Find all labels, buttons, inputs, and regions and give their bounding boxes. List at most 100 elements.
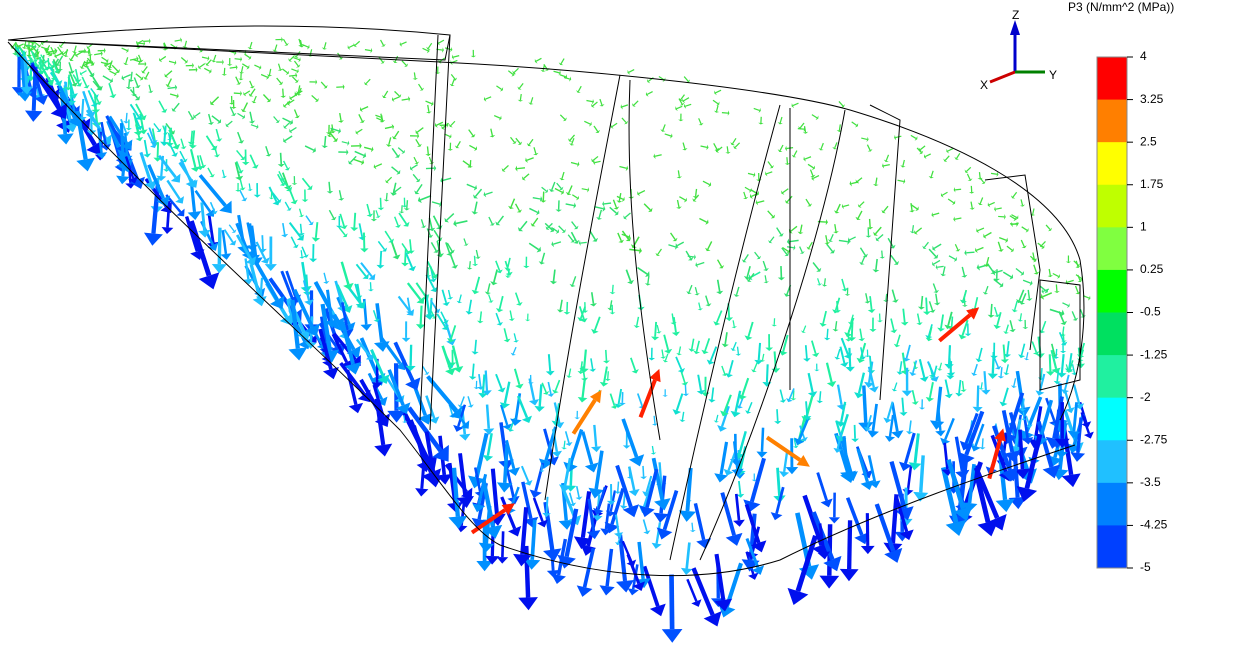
vector-shaft bbox=[732, 341, 737, 350]
vector-shaft bbox=[1013, 378, 1017, 387]
vector-shaft bbox=[704, 338, 711, 352]
vector-shaft bbox=[358, 113, 363, 122]
vector-shaft bbox=[925, 153, 931, 158]
vector-head bbox=[551, 241, 555, 248]
vector-shaft bbox=[751, 526, 761, 554]
vector-head bbox=[387, 410, 406, 423]
vector-head bbox=[100, 50, 103, 57]
vector-shaft bbox=[168, 142, 176, 155]
vector-head bbox=[660, 356, 667, 359]
vector-shaft bbox=[255, 241, 267, 261]
vector-shaft bbox=[947, 198, 955, 204]
vector-shaft bbox=[475, 249, 479, 258]
vector-shaft bbox=[875, 177, 878, 185]
vector-shaft bbox=[1005, 364, 1009, 374]
vector-shaft bbox=[782, 246, 789, 252]
vector-head bbox=[714, 473, 728, 483]
vector-head bbox=[609, 292, 616, 295]
vector-shaft bbox=[209, 201, 216, 213]
vector-head bbox=[563, 311, 571, 315]
vector-shaft bbox=[575, 486, 580, 498]
vector-shaft bbox=[920, 295, 924, 308]
vector-shaft bbox=[875, 258, 878, 270]
vector-head bbox=[393, 189, 397, 195]
vector-shaft bbox=[686, 578, 698, 602]
vector-head bbox=[166, 138, 173, 141]
vector-head bbox=[45, 52, 52, 56]
edge bbox=[699, 104, 901, 561]
vector-head bbox=[91, 109, 101, 114]
vector-head bbox=[240, 108, 247, 113]
vector-shaft bbox=[549, 541, 555, 571]
vector-head bbox=[916, 322, 923, 326]
vector-shaft bbox=[180, 57, 187, 63]
vector-head bbox=[1010, 195, 1016, 199]
vector-head bbox=[569, 76, 572, 82]
vector-shaft bbox=[842, 436, 850, 473]
vector-head bbox=[286, 207, 292, 211]
vector-shaft bbox=[156, 142, 160, 158]
vector-head bbox=[459, 433, 471, 441]
vector-shaft bbox=[896, 334, 901, 345]
vector-head bbox=[76, 157, 95, 172]
vector-shaft bbox=[426, 260, 436, 276]
vector-head bbox=[207, 121, 215, 125]
vector-head bbox=[516, 302, 523, 306]
vector-head bbox=[605, 510, 616, 517]
vector-head bbox=[323, 280, 330, 284]
vector-shaft bbox=[57, 55, 64, 65]
vector-shaft bbox=[330, 127, 340, 132]
vector-shaft bbox=[290, 126, 297, 132]
vector-shaft bbox=[413, 156, 418, 163]
vector-head bbox=[415, 324, 426, 330]
vector-head bbox=[344, 361, 362, 375]
vector-head bbox=[33, 43, 37, 50]
vector-shaft bbox=[1072, 384, 1081, 405]
vector-shaft bbox=[217, 227, 222, 265]
vector-shaft bbox=[1055, 348, 1058, 357]
vector-head bbox=[34, 94, 49, 105]
vector-shaft bbox=[244, 53, 251, 59]
vector-head bbox=[803, 126, 806, 132]
vector-head bbox=[1055, 450, 1068, 459]
vector-head bbox=[548, 188, 555, 192]
vector-shaft bbox=[617, 388, 623, 405]
vector-shaft bbox=[405, 252, 413, 268]
vector-head bbox=[484, 291, 491, 295]
vector-head bbox=[928, 373, 936, 378]
vector-head bbox=[412, 78, 418, 80]
vector-head bbox=[546, 570, 560, 578]
vector-head bbox=[545, 226, 550, 231]
vector-head bbox=[913, 491, 929, 502]
vector-shaft bbox=[253, 95, 257, 103]
vector-head bbox=[28, 47, 33, 52]
vector-shaft bbox=[760, 427, 765, 452]
vector-head bbox=[784, 163, 791, 165]
vector-head bbox=[781, 190, 785, 195]
vector-head bbox=[693, 254, 696, 260]
vector-shaft bbox=[825, 362, 833, 383]
vector-shaft bbox=[328, 181, 331, 192]
vector-head bbox=[768, 240, 773, 244]
vector-head bbox=[799, 251, 805, 254]
vector-shaft bbox=[617, 481, 620, 492]
vector-shaft bbox=[986, 263, 994, 273]
vector-shaft bbox=[679, 196, 686, 201]
vector-head bbox=[149, 38, 151, 44]
vector-shaft bbox=[944, 417, 955, 441]
vector-shaft bbox=[928, 248, 937, 257]
vector-shaft bbox=[811, 340, 817, 354]
vector-head bbox=[135, 136, 144, 142]
vector-shaft bbox=[311, 94, 318, 101]
vector-shaft bbox=[745, 537, 760, 569]
vector-head bbox=[415, 488, 429, 497]
vector-head bbox=[569, 502, 577, 507]
vector-shaft bbox=[358, 223, 364, 238]
vector-shaft bbox=[691, 567, 715, 616]
vector-shaft bbox=[196, 155, 201, 168]
vector-head bbox=[909, 210, 915, 213]
vector-head bbox=[156, 195, 171, 207]
vector-shaft bbox=[637, 266, 648, 275]
vector-shaft bbox=[705, 295, 710, 305]
vector-shaft bbox=[46, 60, 53, 67]
